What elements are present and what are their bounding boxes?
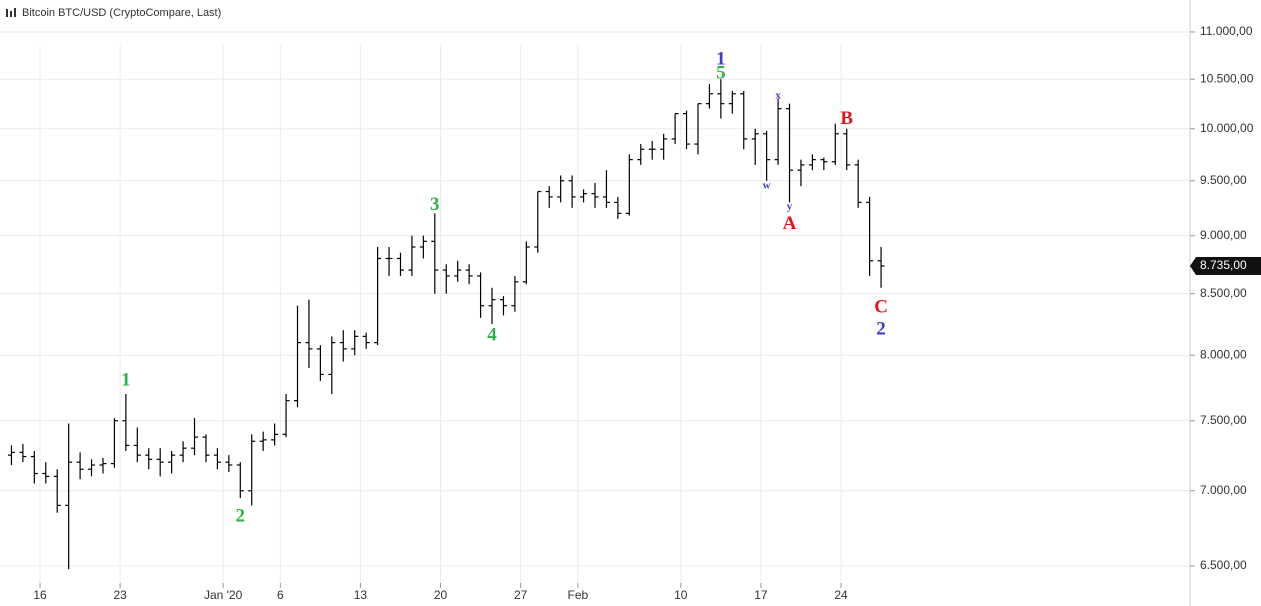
wave-label: y: [787, 200, 793, 212]
wave-label: 2: [236, 506, 246, 527]
x-tick-label: 6: [277, 588, 284, 602]
y-tick-label: 9.000,00: [1200, 228, 1247, 242]
y-tick-label: 7.000,00: [1200, 483, 1247, 497]
x-tick-label: 13: [354, 588, 368, 602]
wave-label: A: [783, 213, 797, 234]
wave-label: 3: [430, 194, 440, 215]
last-price-box: [1190, 257, 1261, 276]
x-tick-label: Feb: [567, 588, 588, 602]
x-tick-label: 27: [514, 588, 528, 602]
y-tick-label: 7.500,00: [1200, 413, 1247, 427]
ohlc-bars: [7, 79, 885, 570]
wave-label: B: [840, 108, 853, 129]
wave-label: x: [775, 89, 781, 101]
y-tick-label: 6.500,00: [1200, 558, 1247, 572]
wave-label: w: [763, 180, 771, 192]
y-tick-label: 8.500,00: [1200, 286, 1247, 300]
wave-label: 4: [487, 325, 497, 346]
wave-label: C: [874, 296, 888, 317]
chart-title: Bitcoin BTC/USD (CryptoCompare, Last): [22, 7, 221, 19]
wave-label: 1: [121, 369, 131, 390]
y-tick-label: 10.500,00: [1200, 71, 1254, 85]
y-tick-label: 8.000,00: [1200, 347, 1247, 361]
x-tick-label: 20: [434, 588, 448, 602]
last-price-label: 8.735,00: [1200, 258, 1247, 272]
wave-label: 2: [876, 319, 886, 340]
x-tick-label: 17: [754, 588, 768, 602]
x-tick-label: Jan '20: [204, 588, 243, 602]
y-tick-label: 10.000,00: [1200, 121, 1254, 135]
x-tick-label: 23: [113, 588, 127, 602]
y-tick-label: 11.000,00: [1200, 24, 1253, 38]
x-tick-label: 24: [834, 588, 848, 602]
y-tick-label: 9.500,00: [1200, 173, 1247, 187]
x-tick-label: 16: [33, 588, 47, 602]
x-tick-label: 10: [674, 588, 688, 602]
wave-label: 5: [716, 63, 726, 84]
wave-label: 1: [716, 48, 726, 69]
grid: [0, 31, 1190, 583]
title-icon: [6, 8, 16, 17]
